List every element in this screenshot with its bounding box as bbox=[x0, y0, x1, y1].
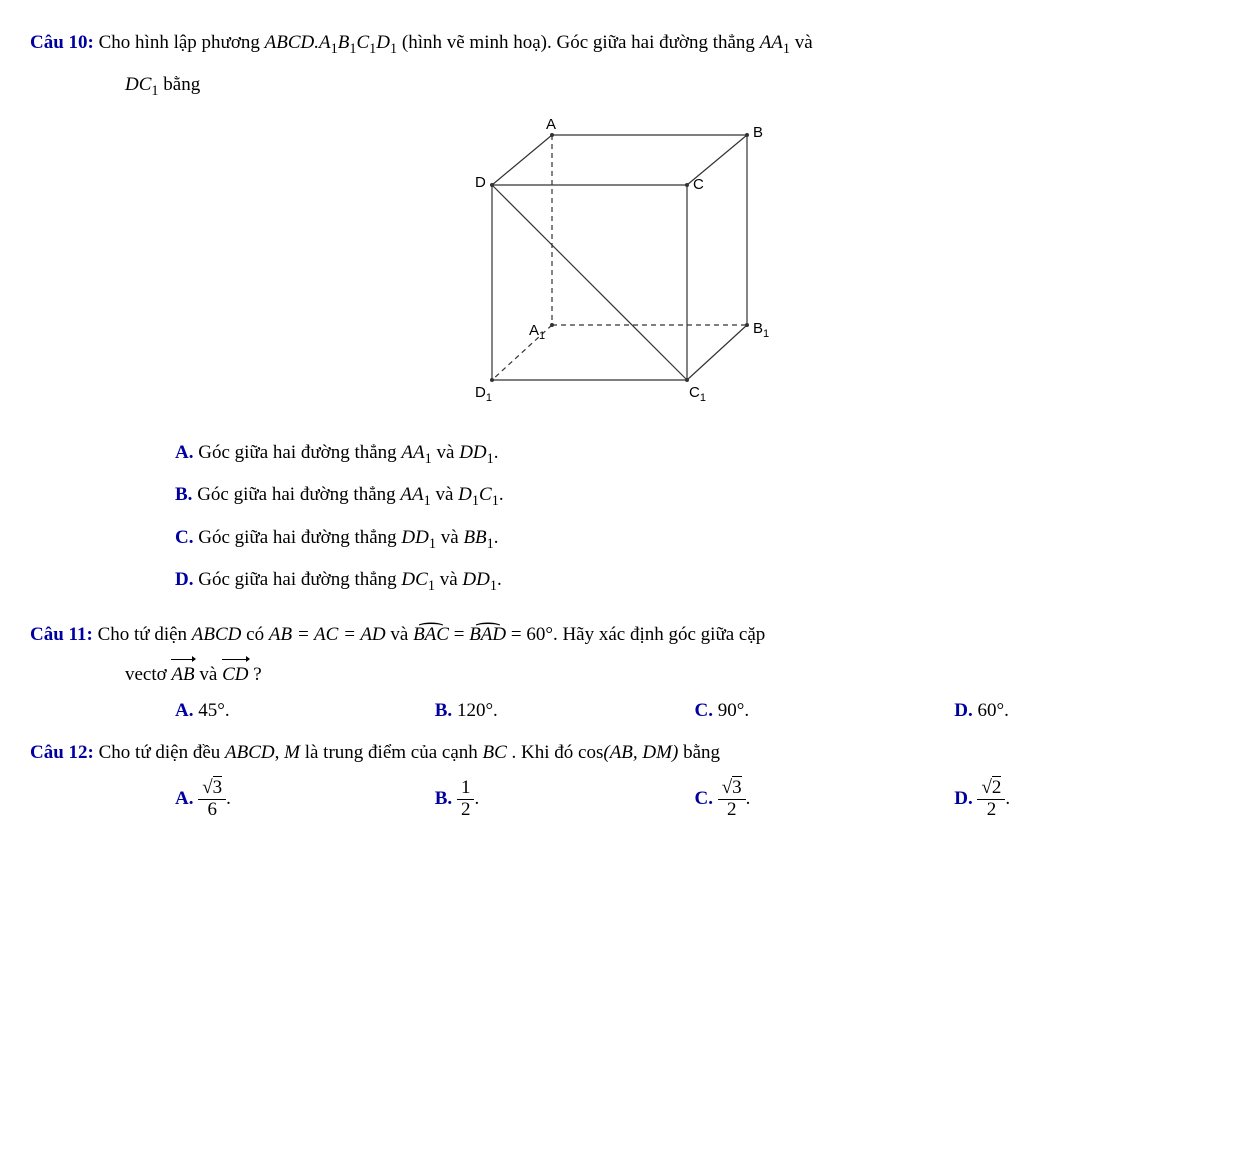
label-A: A bbox=[546, 116, 556, 133]
q11-t3: và bbox=[390, 624, 413, 645]
question-11-line1: Câu 11: Cho tứ diện ABCD có AB = AC = AD… bbox=[30, 618, 1214, 652]
q11-label: Câu 11: bbox=[30, 624, 93, 645]
q10-option-B: B. Góc giữa hai đường thẳng AA1 và D1C1. bbox=[30, 478, 1214, 514]
q11-t4: = 60°. Hãy xác định góc giữa cặp bbox=[511, 624, 765, 645]
svg-text:D1: D1 bbox=[475, 384, 492, 404]
label-C: C bbox=[693, 176, 704, 193]
q10-math2: AA1 bbox=[760, 32, 790, 53]
q10-line2-math: DC1 bbox=[125, 74, 159, 95]
q11-option-A: A. 45°. bbox=[175, 700, 435, 722]
q10-text3: và bbox=[795, 32, 813, 53]
q10-math1: ABCD.A1B1C1D1 bbox=[265, 32, 398, 53]
q11-t2: có bbox=[246, 624, 269, 645]
question-11-line2: vectơ AB và CD ? bbox=[30, 658, 1214, 692]
q12-t4: . Khi đó bbox=[512, 742, 579, 763]
opt-mid: và bbox=[441, 527, 464, 548]
q12-t1: Cho tứ diện đều bbox=[99, 742, 225, 763]
opt-math2: D1C1 bbox=[458, 484, 499, 505]
opt-math1: AA1 bbox=[401, 442, 431, 463]
q12-option-B: B. 12. bbox=[435, 778, 695, 821]
opt-mid: và bbox=[435, 484, 458, 505]
opt-math1: AA1 bbox=[400, 484, 430, 505]
opt-label: A. bbox=[175, 442, 193, 463]
q11-arc2: BAD bbox=[469, 618, 506, 652]
q11-eq: = bbox=[454, 624, 469, 645]
question-10-line2: DC1 bằng bbox=[30, 68, 1214, 104]
fraction: √36 bbox=[198, 778, 226, 821]
q11-option-D: D. 60°. bbox=[954, 700, 1214, 722]
q10-option-D: D. Góc giữa hai đường thẳng DC1 và DD1. bbox=[30, 563, 1214, 599]
opt-math2: DD1 bbox=[462, 569, 497, 590]
q11-vec1: AB bbox=[171, 658, 194, 692]
opt-mid: và bbox=[437, 442, 460, 463]
opt-math2: DD1 bbox=[459, 442, 494, 463]
fraction: √22 bbox=[977, 778, 1005, 821]
q11-l2-mid: và bbox=[199, 664, 222, 685]
svg-text:C1: C1 bbox=[689, 384, 706, 404]
q11-m1: ABCD bbox=[192, 624, 242, 645]
q12-m3: BC bbox=[483, 742, 507, 763]
q12-option-C: C. √32. bbox=[695, 778, 955, 821]
q11-arc1: BAC bbox=[413, 618, 449, 652]
opt-text: Góc giữa hai đường thẳng bbox=[198, 442, 401, 463]
q11-t1: Cho tứ diện bbox=[98, 624, 192, 645]
q11-option-C: C. 90°. bbox=[695, 700, 955, 722]
fraction: √32 bbox=[718, 778, 746, 821]
q10-diagram: A B D C A1 B1 D1 C1 bbox=[30, 115, 1214, 416]
q12-option-A: A. √36. bbox=[175, 778, 435, 821]
q11-m2: AB = AC = AD bbox=[269, 624, 386, 645]
q11-option-B: B. 120°. bbox=[435, 700, 695, 722]
q11-vec2: CD bbox=[222, 658, 248, 692]
q11-options-row: A. 45°. B. 120°. C. 90°. D. 60°. bbox=[30, 700, 1214, 722]
q12-t3: là trung điểm của cạnh bbox=[305, 742, 483, 763]
opt-text: Góc giữa hai đường thẳng bbox=[198, 569, 401, 590]
opt-math1: DD1 bbox=[401, 527, 436, 548]
q10-text1: Cho hình lập phương bbox=[99, 32, 265, 53]
opt-text: Góc giữa hai đường thẳng bbox=[197, 484, 400, 505]
q12-t5: bằng bbox=[683, 742, 720, 763]
question-12-line1: Câu 12: Cho tứ diện đều ABCD, M là trung… bbox=[30, 736, 1214, 770]
svg-text:B1: B1 bbox=[753, 320, 769, 340]
q12-m2: M bbox=[284, 742, 300, 763]
q12-m4: cos(AB, DM) bbox=[578, 742, 678, 763]
fraction: 12 bbox=[457, 778, 475, 821]
q10-text2: (hình vẽ minh hoạ). Góc giữa hai đường t… bbox=[402, 32, 760, 53]
q10-line2-text: bằng bbox=[163, 74, 200, 95]
q12-m1: ABCD bbox=[225, 742, 275, 763]
q10-option-C: C. Góc giữa hai đường thẳng DD1 và BB1. bbox=[30, 521, 1214, 557]
opt-mid: và bbox=[440, 569, 463, 590]
opt-label: C. bbox=[175, 527, 193, 548]
opt-label: D. bbox=[175, 569, 193, 590]
opt-label: B. bbox=[175, 484, 192, 505]
q12-label: Câu 12: bbox=[30, 742, 94, 763]
opt-text: Góc giữa hai đường thẳng bbox=[198, 527, 401, 548]
q10-label: Câu 10: bbox=[30, 32, 94, 53]
q12-options-row: A. √36. B. 12. C. √32. D. √22. bbox=[30, 778, 1214, 821]
label-D: D bbox=[475, 174, 486, 191]
q11-l2-post: ? bbox=[253, 664, 261, 685]
question-10-line1: Câu 10: Cho hình lập phương ABCD.A1B1C1D… bbox=[30, 26, 1214, 62]
q12-option-D: D. √22. bbox=[954, 778, 1214, 821]
opt-math1: DC1 bbox=[401, 569, 435, 590]
cube-svg: A B D C A1 B1 D1 C1 bbox=[437, 115, 807, 410]
q11-l2-pre: vectơ bbox=[125, 664, 171, 685]
q10-option-A: A. Góc giữa hai đường thẳng AA1 và DD1. bbox=[30, 436, 1214, 472]
label-B: B bbox=[753, 124, 763, 141]
opt-math2: BB1 bbox=[463, 527, 493, 548]
